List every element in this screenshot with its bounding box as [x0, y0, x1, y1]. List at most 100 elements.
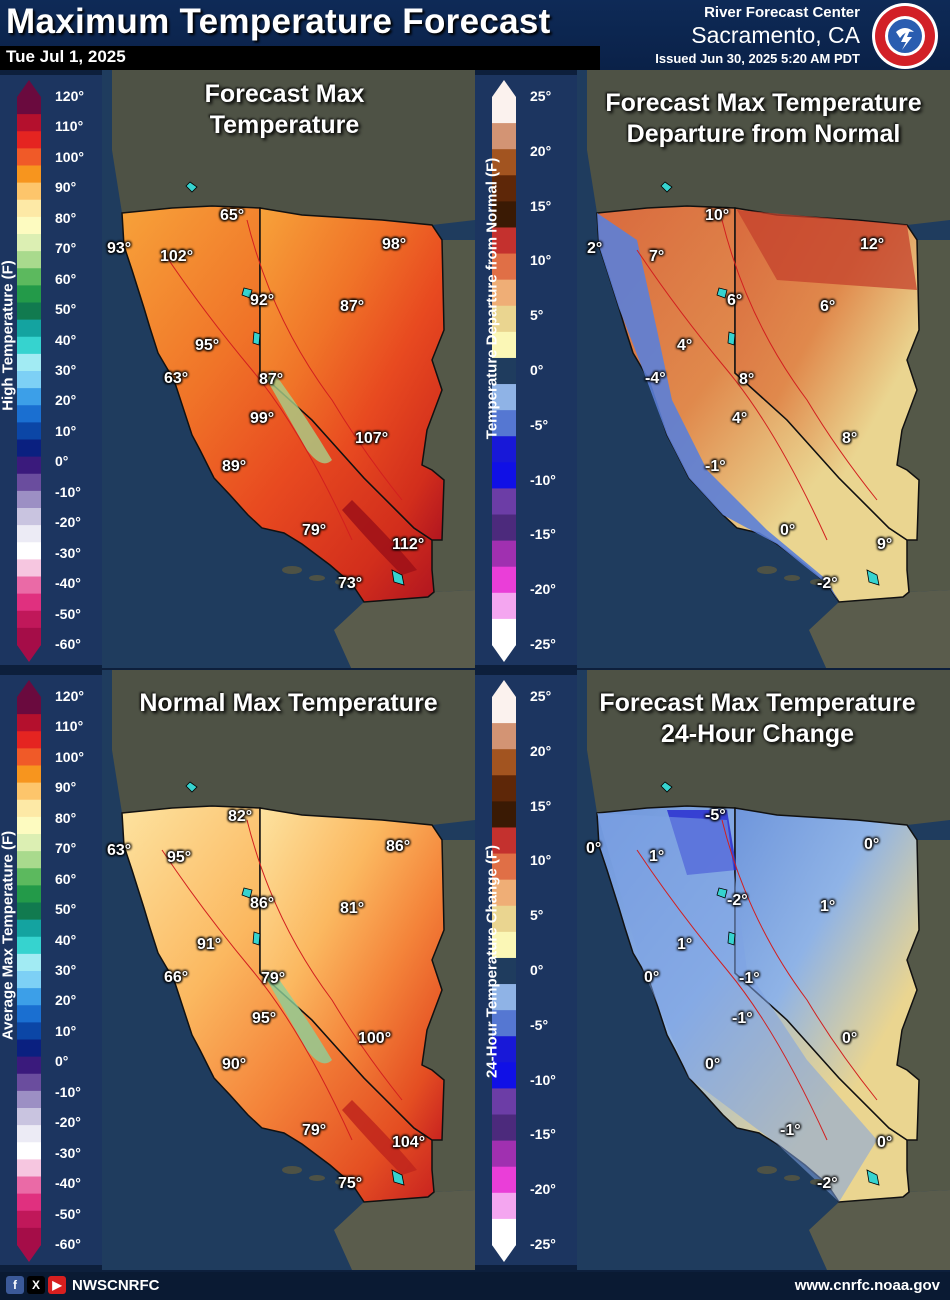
average-temp-colorbar [17, 680, 41, 1262]
colorbar-band [17, 353, 41, 372]
social-links: f X ▶ NWSCNRFC [6, 1276, 160, 1294]
colorbar-tick-label: -40° [55, 1175, 81, 1192]
colorbar-band [492, 331, 516, 359]
colorbar-band [17, 182, 41, 201]
change-map: Forecast Max Temperature 24-Hour Change … [577, 670, 950, 1270]
colorbar-tick-label: 60° [55, 270, 77, 287]
pyramid-lake [241, 287, 253, 299]
departure-map-title-line1: Forecast Max Temperature [605, 89, 922, 117]
colorbar-band [492, 879, 516, 907]
colorbar-band [17, 97, 41, 115]
normal-max-map: Normal Max Temperature 82° 63° 95° 86° 86° 81… [102, 670, 475, 1270]
colorbar-band [17, 1159, 41, 1177]
map-value-label: 95° [195, 337, 220, 354]
change-map-title-line2: 24-Hour Change [660, 720, 855, 748]
colorbar-band [17, 627, 41, 646]
colorbar-top-arrow [17, 80, 41, 97]
colorbar-tick-label: 110° [55, 118, 84, 135]
colorbar-band [17, 405, 41, 423]
colorbar-tick-label: -30° [55, 1144, 81, 1161]
departure-axis-label: Temperature Departure from Normal (F) [483, 157, 501, 440]
colorbar-band [17, 816, 41, 835]
youtube-icon[interactable]: ▶ [48, 1276, 66, 1294]
map-value-label: 91° [197, 936, 222, 953]
colorbar-tick-label: 0° [55, 453, 69, 470]
issued-time: Issued Jun 30, 2025 5:20 AM PDT [655, 51, 860, 66]
map-value-label: -1° [780, 1122, 801, 1139]
colorbar-band [492, 384, 516, 411]
oregon-terrain [112, 70, 475, 225]
colorbar-band [492, 149, 516, 176]
x-icon[interactable]: X [27, 1276, 45, 1294]
colorbar-tick-label: 25° [530, 88, 552, 104]
colorbar-band [492, 723, 516, 750]
oregon-terrain [587, 670, 950, 825]
colorbar-band [17, 508, 41, 526]
colorbar-band [17, 1039, 41, 1058]
website-link[interactable]: www.cnrfc.noaa.gov [794, 1277, 940, 1294]
departure-map: Forecast Max Temperature Departure from … [577, 70, 950, 668]
map-value-label: 95° [167, 849, 192, 866]
map-value-label: -1° [732, 1010, 753, 1027]
colorbar-tick-label: -60° [55, 1236, 81, 1252]
colorbar-tick-label: 10° [55, 1022, 77, 1039]
forecast-map-title-line1: Forecast Max [204, 80, 365, 108]
colorbar-band [492, 462, 516, 489]
colorbar-tick-label: 110° [55, 718, 84, 735]
colorbar-band [17, 1022, 41, 1040]
change-legend: 25° 20° 15° 10° 5° 0° -5° -10° -15° -20° -25° 24-H… [475, 675, 577, 1265]
goose-lake [660, 181, 673, 193]
highway-line [636, 849, 828, 1141]
colorbar-tick-label: -50° [55, 605, 81, 622]
map-value-label: 65° [220, 207, 245, 224]
map-value-label: 98° [382, 236, 407, 253]
map-value-label: 95° [252, 1010, 277, 1027]
colorbar-band [492, 618, 516, 646]
colorbar-tick-label: -20° [55, 514, 81, 531]
salton-sea [391, 1169, 405, 1186]
colorbar-band [17, 731, 41, 749]
map-value-label: 107° [355, 430, 389, 447]
channel-island [282, 566, 302, 574]
facebook-icon[interactable]: f [6, 1276, 24, 1294]
social-handle[interactable]: NWSCNRFC [72, 1276, 160, 1294]
colorbar-band [492, 984, 516, 1011]
change-colorbar [492, 680, 516, 1262]
arizona-terrain [897, 840, 950, 1192]
colorbar-band [492, 853, 516, 881]
forecast-map-title-line2: Temperature [209, 111, 360, 139]
colorbar-bottom-arrow [492, 645, 516, 662]
colorbar-tick-label: 15° [530, 797, 552, 814]
sierra-cool-band [267, 970, 332, 1064]
colorbar-band [17, 593, 41, 612]
colorbar-band [17, 868, 41, 886]
date-bar [0, 46, 600, 70]
colorbar-tick-label: 5° [530, 307, 544, 324]
map-value-label: 0° [842, 1030, 858, 1047]
colorbar-band [492, 931, 516, 959]
colorbar-band [492, 227, 516, 255]
colorbar-top-arrow [492, 80, 516, 97]
colorbar-band [492, 175, 516, 202]
colorbar-tick-label: 80° [55, 209, 77, 226]
colorbar-band [492, 279, 516, 307]
change-map-title-line1: Forecast Max Temperature [599, 689, 916, 717]
map-value-label: 4° [732, 410, 748, 427]
colorbar-band [17, 302, 41, 321]
map-value-label: 1° [649, 848, 665, 865]
high-temp-legend: 120° 110° 100° 90° 80° 70° 60° 50° 40° 30° 20° 10° 0… [0, 75, 102, 665]
colorbar-tick-label: 40° [55, 331, 77, 348]
salton-sea [866, 569, 880, 586]
colorbar-tick-label: 90° [55, 779, 77, 796]
nevada-shading [259, 207, 445, 541]
colorbar-tick-label: 120° [55, 88, 84, 104]
normal-map-title: Normal Max Temperature [139, 689, 438, 717]
lake-tahoe [727, 331, 736, 346]
colorbar-tick-label: -25° [530, 636, 556, 652]
colorbar-tick-label: 20° [55, 392, 77, 409]
colorbar-tick-label: 100° [55, 148, 84, 165]
desert-hot-band [342, 500, 417, 575]
colorbar-tick-label: -25° [530, 1236, 556, 1252]
channel-island [810, 579, 824, 585]
desert-hot-band [342, 1100, 417, 1175]
